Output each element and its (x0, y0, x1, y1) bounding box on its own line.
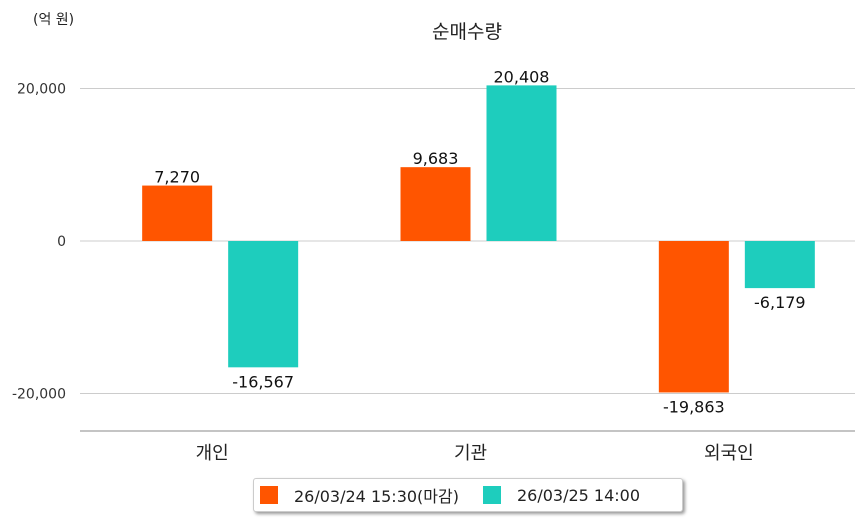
legend-label: 26/03/25 14:00 (516, 485, 641, 505)
bar (400, 167, 471, 241)
legend-item-series-1[interactable]: 26/03/24 15:30(마감) (260, 483, 459, 507)
unit-label: (억 원) (33, 12, 74, 28)
legend-item-series-2[interactable]: 26/03/25 14:00 (482, 485, 641, 505)
bar (486, 85, 557, 241)
y-tick-label: 0 (57, 234, 66, 250)
x-tick-label: 개인 (196, 443, 229, 464)
legend-swatch (260, 486, 278, 504)
data-label: -19,863 (663, 397, 725, 416)
x-tick-label: 외국인 (704, 443, 754, 464)
data-label: 20,408 (494, 67, 550, 86)
bar (142, 185, 213, 241)
y-tick-label: 20,000 (17, 82, 66, 98)
bar (228, 241, 299, 368)
chart-title: 순매수량 (432, 21, 502, 43)
bar (744, 241, 815, 289)
bar (658, 241, 729, 393)
data-label: -16,567 (232, 372, 294, 391)
data-label: -6,179 (754, 293, 806, 312)
legend-swatch (482, 486, 501, 504)
legend: 26/03/24 15:30(마감) 26/03/25 14:00 (253, 478, 683, 512)
y-tick-label: -20,000 (12, 387, 66, 403)
x-tick-label: 기관 (454, 443, 487, 464)
data-label: 7,270 (154, 168, 200, 187)
legend-label: 26/03/24 15:30(마감) (294, 487, 459, 506)
data-label: 9,683 (413, 149, 459, 168)
